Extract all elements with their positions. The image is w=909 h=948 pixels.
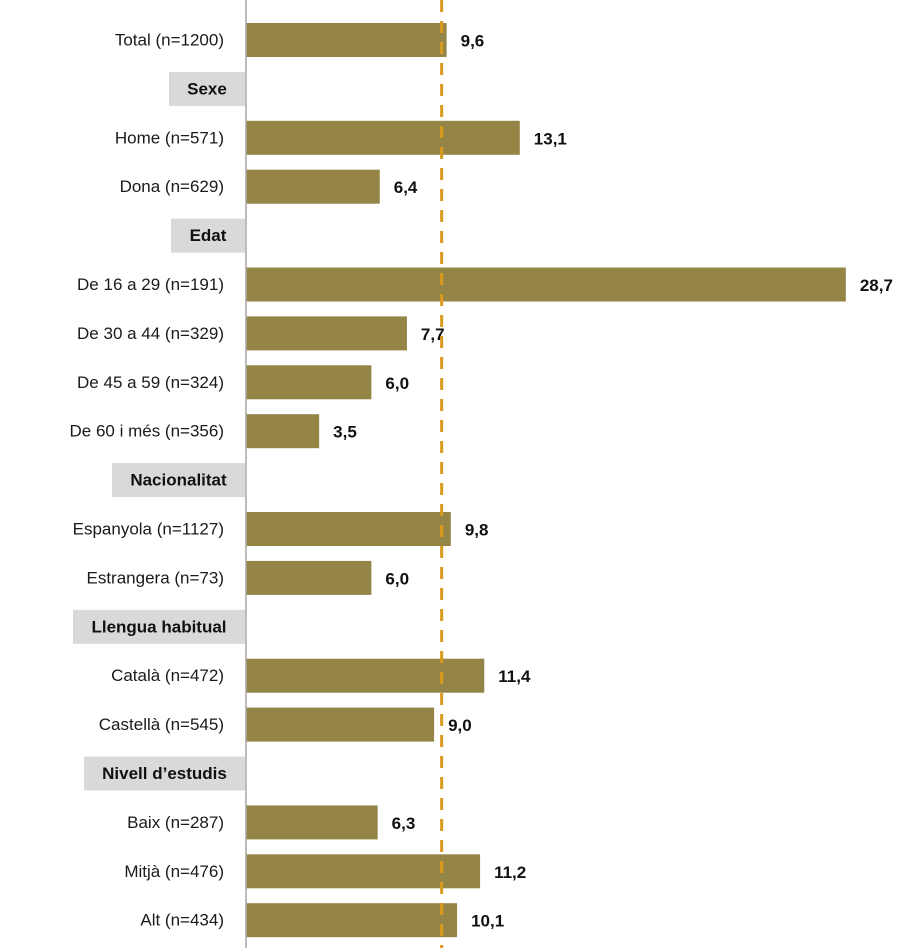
category-label: De 60 i més (n=356): [70, 422, 225, 441]
section-header-label: Nacionalitat: [130, 471, 227, 490]
bar: [246, 805, 378, 840]
data-label: 3,5: [333, 423, 357, 442]
bar: [246, 120, 520, 155]
category-label: Castellà (n=545): [99, 715, 224, 734]
data-label: 11,4: [498, 667, 531, 686]
data-label: 11,2: [494, 863, 526, 882]
chart-rows: Total (n=1200) 9,6 Sexe Home (n=571) 13,1 Don…: [70, 23, 893, 938]
section-header-box: [73, 609, 245, 644]
category-label: De 30 a 44 (n=329): [77, 324, 224, 343]
category-label: Estrangera (n=73): [87, 568, 225, 587]
category-label: Dona (n=629): [120, 177, 224, 196]
data-label: 13,1: [534, 129, 567, 148]
bar: [246, 854, 481, 889]
data-label: 9,8: [465, 521, 489, 540]
section-header-label: Nivell d’estudis: [102, 764, 227, 783]
data-label: 7,7: [421, 325, 445, 344]
category-label: Home (n=571): [115, 128, 224, 147]
section-header-box: [171, 218, 245, 253]
bar: [246, 903, 458, 938]
category-label: Alt (n=434): [140, 911, 224, 930]
bar: [246, 560, 372, 595]
bar: [246, 23, 447, 57]
section-header-box: [169, 71, 245, 106]
section-header-box: [84, 756, 245, 791]
bar: [246, 365, 372, 400]
data-label: 6,0: [385, 569, 409, 588]
data-label: 9,0: [448, 716, 472, 735]
data-label: 28,7: [860, 276, 893, 295]
category-label: Català (n=472): [111, 666, 224, 685]
bar: [246, 169, 380, 204]
bar: [246, 267, 846, 302]
category-label: Espanyola (n=1127): [73, 520, 224, 539]
bar: [246, 316, 407, 351]
bar: [246, 414, 320, 449]
bar: [246, 707, 435, 742]
data-label: 10,1: [471, 912, 504, 931]
section-header-box: [112, 463, 245, 498]
data-label: 6,0: [385, 374, 409, 393]
data-label: 6,3: [392, 814, 416, 833]
data-label: 6,4: [394, 178, 418, 197]
category-label: Total (n=1200): [115, 31, 224, 50]
bar: [246, 512, 451, 546]
category-label: De 45 a 59 (n=324): [77, 373, 224, 392]
category-label: De 16 a 29 (n=191): [77, 275, 224, 294]
bar: [246, 658, 485, 693]
section-header-label: Sexe: [187, 79, 227, 98]
category-label: Baix (n=287): [127, 813, 224, 832]
data-label: 9,6: [461, 32, 485, 51]
category-label: Mitjà (n=476): [124, 862, 224, 881]
section-header-label: Edat: [190, 226, 227, 245]
section-header-label: Llengua habitual: [91, 617, 226, 636]
